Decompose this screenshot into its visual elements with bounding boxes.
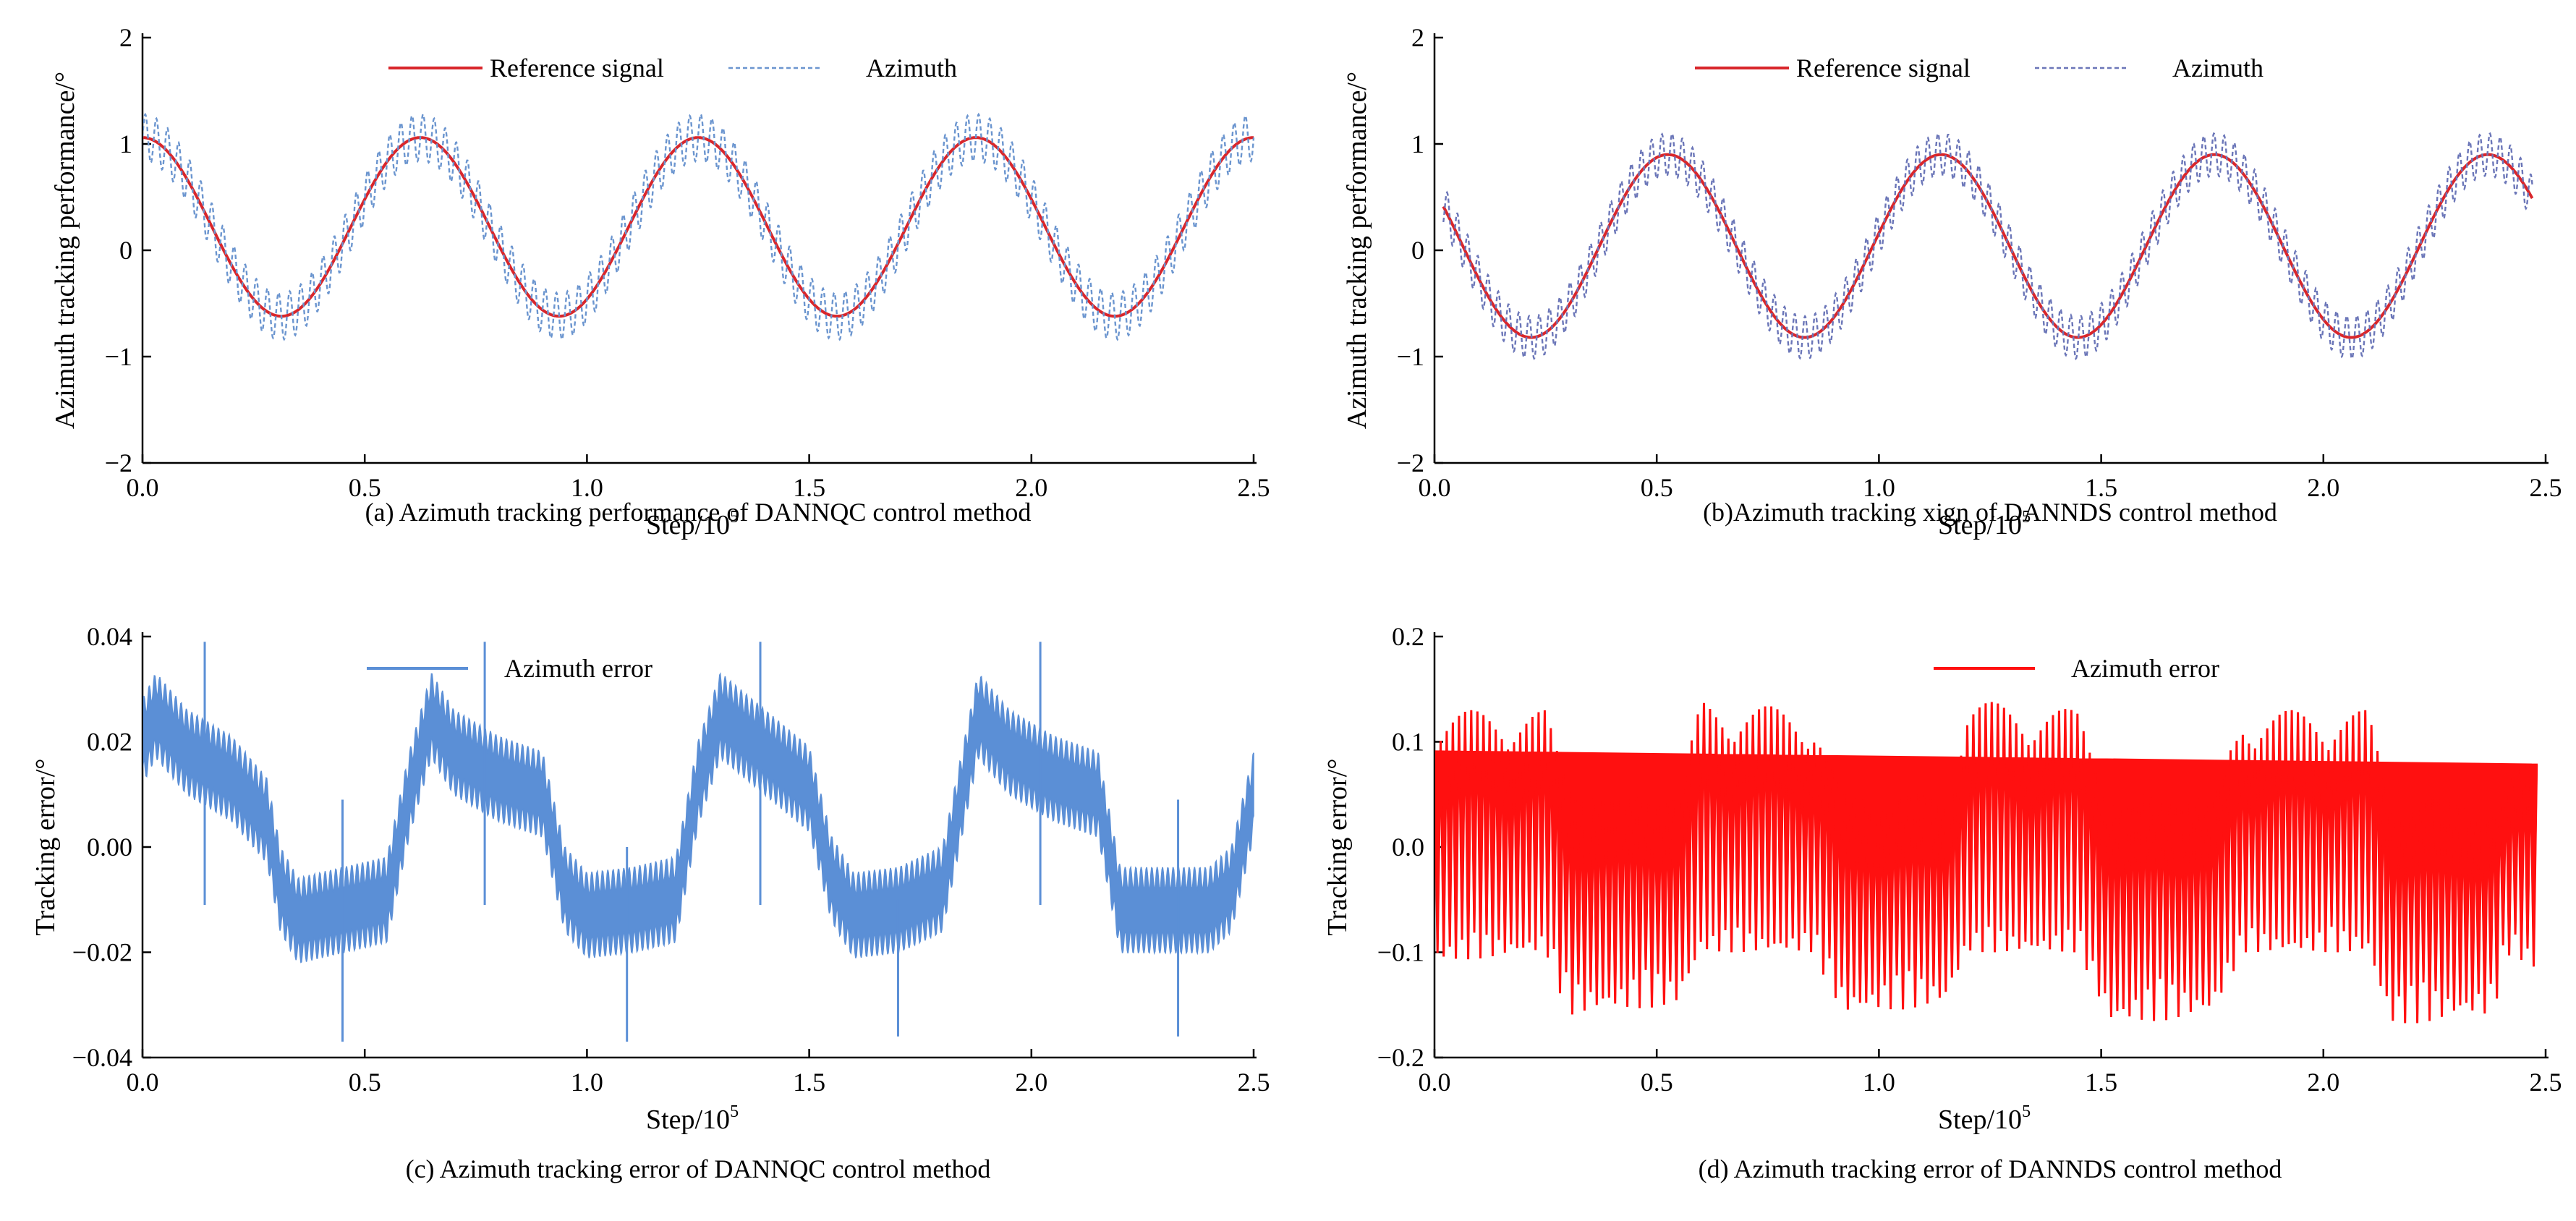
panel-caption: (d) Azimuth tracking error of DANNDS con… xyxy=(1699,1154,2282,1183)
y-tick-label: 0.2 xyxy=(1392,622,1424,651)
x-tick-label: 0.0 xyxy=(1419,473,1451,502)
series-line-azimuth xyxy=(1442,132,2533,361)
x-tick-label: 2.5 xyxy=(2530,1068,2562,1097)
y-tick-label: −2 xyxy=(105,448,132,477)
x-axis-label: Step/105 xyxy=(1938,1102,2031,1135)
y-tick-label: −0.1 xyxy=(1377,938,1424,967)
y-axis-label: Azimuth tracking performance/° xyxy=(50,72,80,429)
x-tick-label: 1.0 xyxy=(1863,473,1895,502)
panel-d-tracking-error-dannds: −0.2 −0.1 0.0 0.1 0.2 0.0 0.5 1.0 1.5 2.0 2.5 Step/… xyxy=(1322,622,2562,1183)
x-axis-label: Step/105 xyxy=(646,508,739,540)
x-tick-label: 0.5 xyxy=(1641,473,1673,502)
x-tick-label: 2.0 xyxy=(2307,473,2339,502)
y-tick-label: −0.2 xyxy=(1377,1043,1424,1072)
x-tick-label: 1.5 xyxy=(2085,473,2117,502)
x-tick-label: 2.0 xyxy=(1015,1068,1047,1097)
y-tick-label: 0.1 xyxy=(1392,728,1424,757)
x-tick-label: 2.0 xyxy=(2307,1068,2339,1097)
y-tick-label: 0.0 xyxy=(1392,833,1424,861)
x-tick-label: 1.5 xyxy=(793,1068,825,1097)
panel-caption: (c) Azimuth tracking error of DANNQC con… xyxy=(406,1154,991,1183)
y-tick-label: 1 xyxy=(1411,129,1424,158)
x-tick-label: 1.0 xyxy=(571,1068,603,1097)
x-axis-label: Step/105 xyxy=(1938,508,2031,540)
legend-label-azimuth: Azimuth xyxy=(866,54,957,82)
x-tick-label: 0.0 xyxy=(1419,1068,1451,1097)
series-line-azimuth xyxy=(143,112,1255,341)
panel-b-azimuth-tracking-dannds: −2 −1 0 1 2 0.0 0.5 1.0 1.5 2.0 2.5 Step/105 Azimuth… xyxy=(1342,23,2562,540)
series-band-azimuth-error xyxy=(143,672,1254,963)
x-axis-label-text: Step/10 xyxy=(1938,1105,2022,1135)
x-axis-label-superscript: 5 xyxy=(2022,508,2031,527)
y-tick-label: 0.02 xyxy=(87,728,132,757)
y-tick-label: 0 xyxy=(1411,236,1424,265)
y-axis-label: Tracking error/° xyxy=(1322,759,1353,936)
legend-label-azimuth-error: Azimuth error xyxy=(2071,654,2219,683)
x-tick-label: 0.5 xyxy=(349,473,381,502)
panel-a-azimuth-tracking-dannqc: −2 −1 0 1 2 0.0 0.5 1.0 1.5 2.0 2.5 Step/105 Azimuth… xyxy=(50,23,1270,540)
y-tick-label: −0.02 xyxy=(72,938,132,967)
y-tick-label: −1 xyxy=(105,342,132,371)
y-axis-label: Tracking error/° xyxy=(30,759,61,936)
x-axis-label-text: Step/10 xyxy=(646,510,730,540)
y-tick-label: −0.04 xyxy=(72,1043,132,1072)
legend-label-reference: Reference signal xyxy=(490,54,664,82)
y-tick-label: −1 xyxy=(1397,342,1424,371)
y-tick-label: 0.04 xyxy=(87,622,132,651)
legend-label-azimuth: Azimuth xyxy=(2172,54,2263,82)
y-tick-label: 0.00 xyxy=(87,833,132,861)
y-tick-label: 0 xyxy=(119,236,132,265)
x-tick-label: 1.0 xyxy=(571,473,603,502)
x-axis-label-text: Step/10 xyxy=(1938,510,2022,540)
x-tick-label: 1.5 xyxy=(2085,1068,2117,1097)
series-line-reference-signal xyxy=(143,136,1254,318)
panel-c-tracking-error-dannqc: −0.04 −0.02 0.00 0.02 0.04 0.0 0.5 1.0 1.5 2.0 2.5… xyxy=(30,622,1270,1183)
legend-label-azimuth-error: Azimuth error xyxy=(504,654,652,683)
y-tick-label: −2 xyxy=(1397,448,1424,477)
x-axis-label-superscript: 5 xyxy=(730,508,739,527)
x-axis-label-superscript: 5 xyxy=(2022,1102,2031,1121)
x-axis-label: Step/105 xyxy=(646,1102,739,1135)
x-tick-label: 0.5 xyxy=(349,1068,381,1097)
x-tick-label: 0.0 xyxy=(127,473,159,502)
panel-caption: (a) Azimuth tracking performance of DANN… xyxy=(365,498,1032,527)
series-line-azimuth-error xyxy=(1435,702,2538,1024)
x-tick-label: 1.0 xyxy=(1863,1068,1895,1097)
x-tick-label: 0.0 xyxy=(127,1068,159,1097)
series-line-reference-signal xyxy=(1442,153,2534,339)
y-tick-label: 2 xyxy=(1411,23,1424,52)
x-tick-label: 2.0 xyxy=(1015,473,1047,502)
y-axis-label: Azimuth tracking performance/° xyxy=(1342,72,1372,429)
x-tick-label: 0.5 xyxy=(1641,1068,1673,1097)
x-axis-label-text: Step/10 xyxy=(646,1105,730,1135)
x-tick-label: 2.5 xyxy=(1238,1068,1270,1097)
x-tick-label: 2.5 xyxy=(1238,473,1270,502)
x-axis-label-superscript: 5 xyxy=(730,1102,739,1121)
y-tick-label: 2 xyxy=(119,23,132,52)
x-tick-label: 2.5 xyxy=(2530,473,2562,502)
panel-caption: (b)Azimuth tracking xign of DANNDS contr… xyxy=(1703,498,2277,527)
y-tick-label: 1 xyxy=(119,129,132,158)
x-tick-label: 1.5 xyxy=(793,473,825,502)
legend-label-reference: Reference signal xyxy=(1796,54,1971,82)
